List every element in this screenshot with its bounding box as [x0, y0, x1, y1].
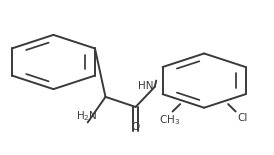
Text: Cl: Cl: [237, 113, 247, 123]
Text: CH$_3$: CH$_3$: [159, 113, 181, 127]
Text: H$_2$N: H$_2$N: [76, 109, 97, 123]
Text: HN: HN: [138, 81, 153, 91]
Text: O: O: [132, 122, 140, 132]
